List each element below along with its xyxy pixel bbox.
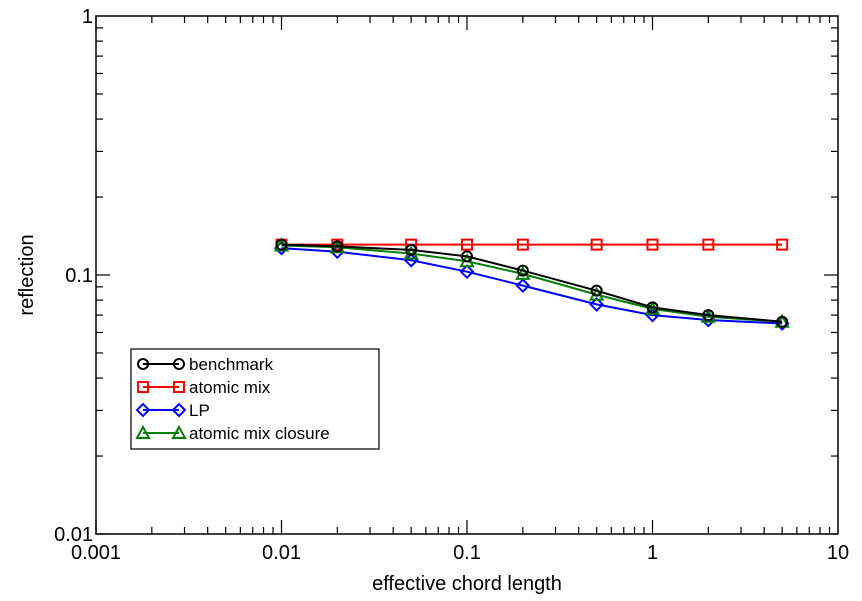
data-point-atomic-mix-closure: [515, 265, 531, 280]
y-tick-label: 1: [82, 6, 93, 28]
legend-label: LP: [189, 401, 210, 420]
data-point-benchmark: [275, 238, 288, 251]
legend: benchmark atomic mix LP atomic mix closure: [130, 348, 380, 450]
legend-item-atomic-mix-closure: atomic mix closure: [135, 424, 330, 443]
legend-marker: [135, 402, 151, 418]
y-axis-label: reflection: [16, 234, 38, 315]
data-point-benchmark: [405, 243, 418, 256]
data-point-benchmark: [461, 250, 473, 263]
legend-marker: [171, 424, 187, 439]
x-tick-label: 0.1: [453, 542, 481, 564]
plot-frame: [95, 15, 839, 535]
legend-marker: [173, 381, 185, 393]
legend-item-atomic-mix: atomic mix: [137, 378, 271, 397]
legend-label: atomic mix closure: [189, 424, 330, 443]
data-point-benchmark: [702, 309, 715, 322]
data-point-atomic-mix: [702, 238, 715, 251]
legend-marker: [171, 402, 187, 418]
legend-marker: [135, 424, 151, 439]
series-line-benchmark: [281, 243, 783, 323]
legend-item-benchmark: benchmark: [137, 355, 274, 374]
data-point-benchmark: [516, 264, 529, 277]
series-line-LP: [281, 247, 783, 325]
x-axis-label: effective chord length: [372, 573, 562, 595]
data-point-benchmark: [590, 284, 603, 297]
legend-label: atomic mix: [189, 378, 271, 397]
data-point-LP: [589, 296, 605, 312]
x-tick-label: 10: [827, 542, 849, 564]
legend-label: benchmark: [189, 355, 274, 374]
data-point-atomic-mix: [646, 238, 659, 251]
series-benchmark: [275, 238, 789, 328]
axis-ticks: [95, 16, 838, 535]
data-point-benchmark: [646, 301, 659, 314]
y-tick-label: 0.1: [65, 265, 93, 287]
data-point-atomic-mix: [590, 238, 603, 251]
y-tick-label: 0.01: [54, 524, 93, 546]
data-point-atomic-mix: [516, 238, 529, 251]
data-point-LP: [459, 264, 475, 280]
legend-item-LP: LP: [135, 401, 210, 420]
series-layer: [273, 237, 790, 331]
legend-marker: [137, 381, 149, 393]
x-tick-label: 1: [647, 542, 658, 564]
x-tick-label: 0.001: [71, 542, 121, 564]
legend-marker: [173, 358, 185, 370]
data-point-benchmark: [331, 240, 344, 253]
legend-marker: [137, 358, 149, 370]
data-point-atomic-mix: [461, 238, 473, 251]
data-point-LP: [515, 278, 531, 294]
data-point-benchmark: [776, 315, 789, 328]
data-point-atomic-mix: [776, 238, 789, 251]
x-tick-label: 0.01: [262, 542, 301, 564]
series-line-atomic-mix-closure: [281, 244, 783, 323]
tick-labels: 0.001 0.01 0.1 1 100.010.11: [54, 6, 849, 564]
